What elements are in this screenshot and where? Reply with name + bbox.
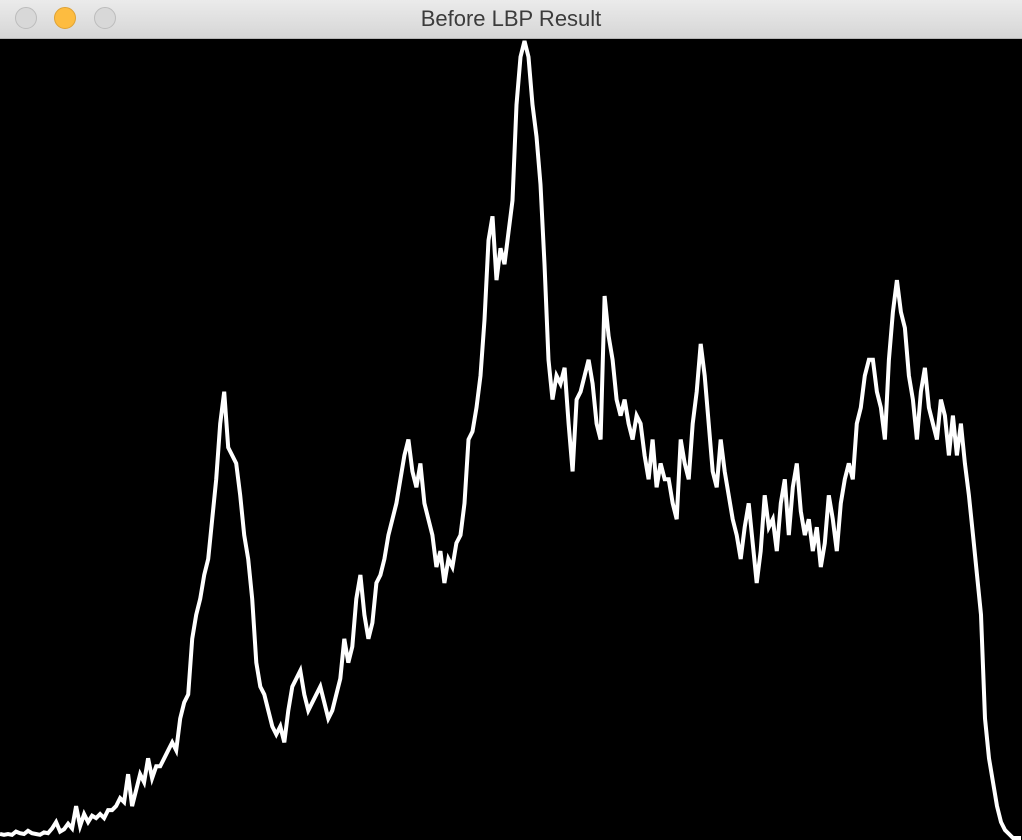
window-title: Before LBP Result <box>420 6 602 31</box>
close-icon[interactable] <box>15 7 37 29</box>
histogram-canvas <box>0 39 1022 840</box>
zoom-icon[interactable] <box>94 7 116 29</box>
title-bar[interactable]: Before LBP Result <box>0 0 1022 39</box>
histogram-chart <box>0 40 1021 840</box>
minimize-icon[interactable] <box>54 7 76 29</box>
histogram-line <box>0 40 1021 840</box>
